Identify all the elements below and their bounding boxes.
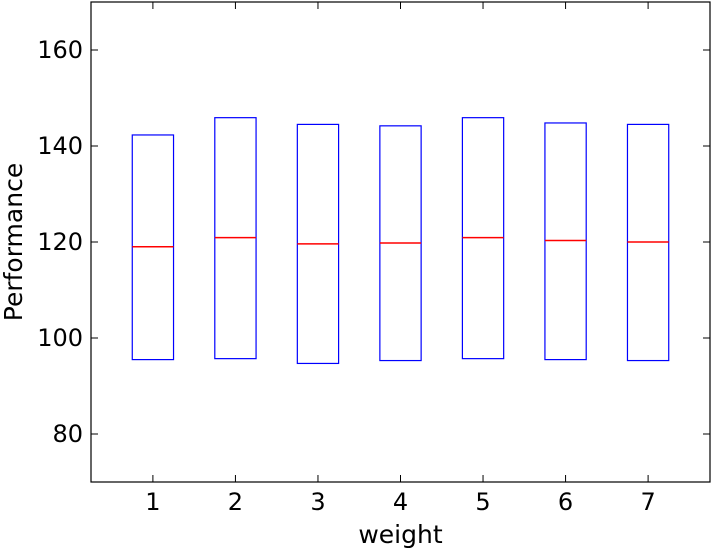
plot-frame — [90, 1, 711, 483]
y-tick-label: 100 — [37, 324, 83, 352]
y-tick-label: 140 — [37, 132, 83, 160]
x-axis-label: weight — [358, 520, 442, 549]
y-tick-label: 120 — [37, 228, 83, 256]
y-axis: 80 100 120 140 160 — [37, 36, 710, 448]
x-tick-label: 2 — [228, 488, 243, 516]
boxes-group — [131, 117, 670, 365]
x-tick-label: 4 — [393, 488, 408, 516]
y-axis-label: Performance — [0, 163, 28, 321]
x-tick-label: 5 — [475, 488, 490, 516]
x-tick-label: 6 — [558, 488, 573, 516]
x-tick-label: 1 — [145, 488, 160, 516]
x-tick-label: 3 — [310, 488, 325, 516]
x-tick-label: 7 — [640, 488, 655, 516]
x-axis: 1 2 3 4 5 6 7 — [145, 2, 656, 516]
y-tick-label: 160 — [37, 36, 83, 64]
y-tick-label: 80 — [52, 420, 83, 448]
